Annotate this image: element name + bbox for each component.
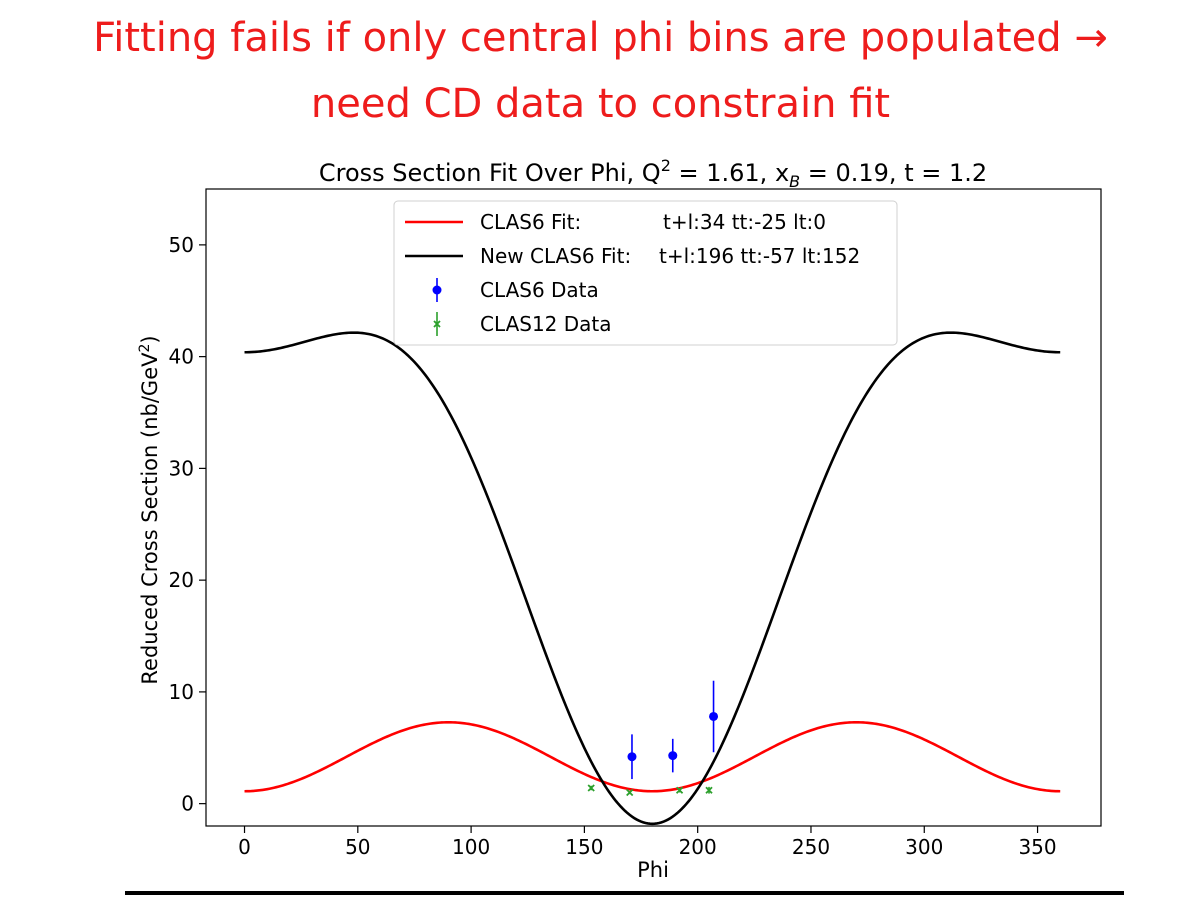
x-tick-label: 150 [565,835,603,859]
y-tick-label: 30 [169,456,194,480]
legend-params-1: t+l:34 tt:-25 lt:0 [663,210,826,234]
bottom-divider [125,891,1124,895]
y-tick-label: 40 [169,345,194,369]
plot-points [587,680,719,797]
legend-swatch-marker-4 [433,320,441,328]
plot-curves [244,331,1061,826]
x-axis-label: Phi [637,858,669,882]
y-tick-label: 20 [169,568,194,592]
chart-title: Cross Section Fit Over Phi, Q2 = 1.61, x… [319,156,987,191]
legend-label-1: CLAS6 Fit: [480,210,581,234]
x-tick-label: 250 [792,835,830,859]
y-tick-label: 10 [169,680,194,704]
x-tick-label: 50 [345,835,370,859]
x-tick-label: 200 [679,835,717,859]
legend-params-2: t+l:196 tt:-57 lt:152 [659,244,860,268]
x-axis-ticks: 0 50 100 150 200 250 300 350 [238,826,1057,859]
y-axis-label: Reduced Cross Section (nb/GeV2) [137,335,162,684]
y-tick-label: 50 [169,233,194,257]
clas12-data-point [587,784,595,792]
x-tick-label: 0 [238,835,251,859]
legend-label-4: CLAS12 Data [480,312,612,336]
fit-curve-2 [244,331,1061,826]
fit-curve-1 [244,720,1061,793]
clas12-data-point [705,786,713,794]
clas12-data-point [675,786,684,794]
legend-label-2: New CLAS6 Fit: [480,244,631,268]
clas6-data-point [668,751,678,761]
legend-box [393,200,898,346]
y-tick-label: 0 [181,792,194,816]
chart-legend: CLAS6 Fit: t+l:34 tt:-25 lt:0 New CLAS6 Fi… [393,200,898,346]
x-tick-label: 350 [1018,835,1056,859]
slide-title-line-2: need CD data to constrain fit [310,81,891,127]
legend-swatch-marker-3 [432,285,442,295]
clas6-data-point [709,711,719,721]
y-axis-ticks: 0 10 20 30 40 50 [169,233,206,816]
plot-frame [205,188,1102,827]
x-tick-label: 100 [452,835,490,859]
legend-label-3: CLAS6 Data [480,278,599,302]
clas6-data-point [627,752,637,762]
clas12-data-point [626,788,634,797]
x-tick-label: 300 [905,835,943,859]
slide-title-line-1: Fitting fails if only central phi bins a… [93,15,1108,61]
